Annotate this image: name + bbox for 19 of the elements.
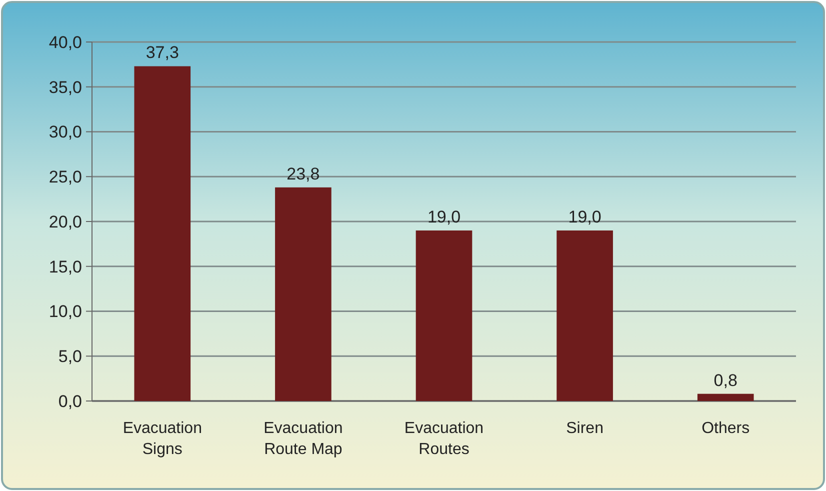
y-tick-label: 30,0 xyxy=(48,122,82,142)
x-tick-label: Evacuation Route Map xyxy=(264,420,343,458)
x-tick-label: Evacuation Signs xyxy=(122,420,202,458)
data-label: 0,8 xyxy=(714,370,738,390)
x-tick-label: Siren xyxy=(566,420,604,437)
data-label: 19,0 xyxy=(568,207,602,226)
y-tick-label: 15,0 xyxy=(48,257,82,276)
y-tick-label: 35,0 xyxy=(48,78,82,97)
y-tick-label: 20,0 xyxy=(48,212,82,232)
y-tick-label: 0,0 xyxy=(58,392,82,411)
y-tick-label: 5,0 xyxy=(58,347,82,366)
data-label: 37,3 xyxy=(146,43,179,62)
data-label: 19,0 xyxy=(427,207,461,226)
data-label: 23,8 xyxy=(286,164,320,184)
y-tick-label: 25,0 xyxy=(48,168,82,187)
x-tick-label: Evacuation Routes xyxy=(404,420,484,458)
y-tick-label: 40,0 xyxy=(48,32,82,52)
y-tick-label: 10,0 xyxy=(48,302,82,322)
x-tick-label: Others xyxy=(702,420,750,437)
